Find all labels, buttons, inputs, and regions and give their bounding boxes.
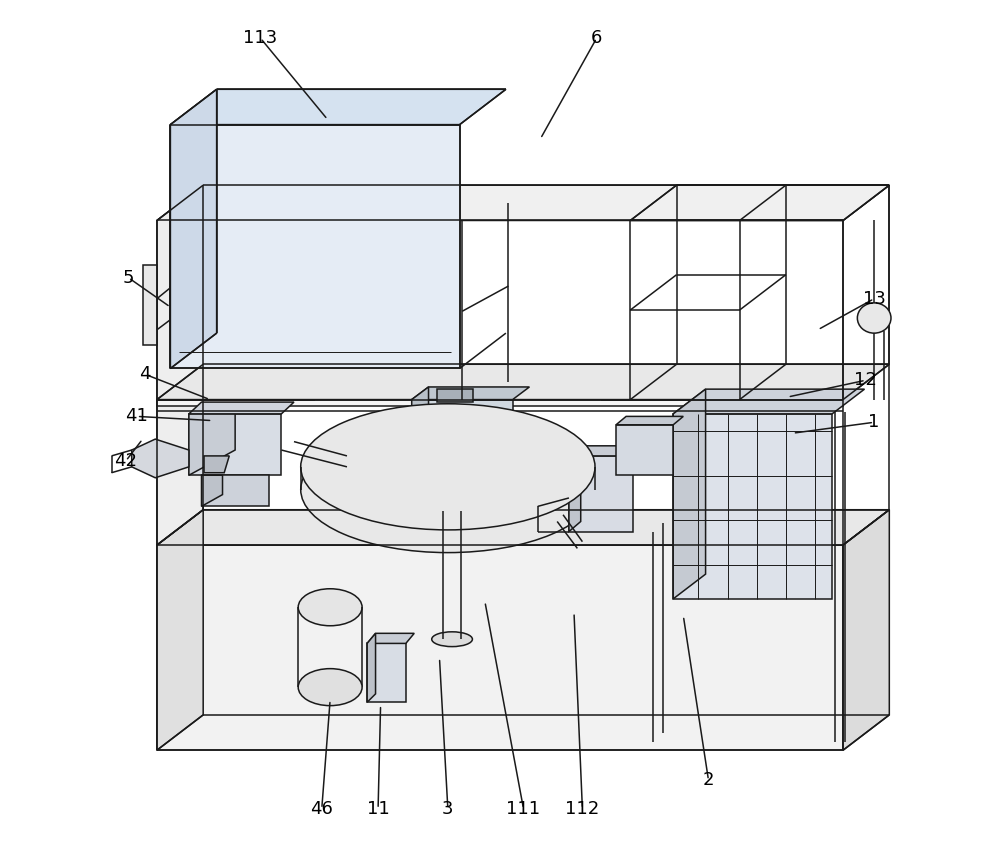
Ellipse shape — [857, 303, 891, 333]
Text: 4: 4 — [139, 366, 151, 384]
Polygon shape — [412, 387, 529, 400]
Polygon shape — [189, 402, 294, 414]
Text: 13: 13 — [863, 290, 886, 308]
Text: 11: 11 — [367, 800, 389, 818]
Text: 3: 3 — [442, 800, 454, 818]
Polygon shape — [132, 439, 189, 478]
Polygon shape — [204, 456, 229, 473]
Text: 5: 5 — [123, 269, 134, 287]
Polygon shape — [170, 89, 217, 368]
Ellipse shape — [432, 631, 472, 647]
Polygon shape — [630, 185, 889, 221]
Polygon shape — [157, 185, 889, 221]
Text: 112: 112 — [565, 800, 600, 818]
Polygon shape — [616, 416, 683, 425]
Text: 1: 1 — [868, 414, 880, 432]
Polygon shape — [157, 510, 203, 750]
Ellipse shape — [301, 426, 595, 553]
Text: 111: 111 — [506, 800, 541, 818]
Text: 41: 41 — [125, 408, 148, 426]
Polygon shape — [367, 644, 406, 702]
Polygon shape — [189, 414, 281, 475]
Polygon shape — [569, 446, 581, 532]
Ellipse shape — [301, 404, 595, 530]
Text: 113: 113 — [243, 29, 277, 47]
Polygon shape — [143, 265, 157, 345]
Polygon shape — [843, 510, 889, 750]
Polygon shape — [673, 390, 706, 599]
Polygon shape — [170, 89, 506, 124]
Polygon shape — [157, 400, 843, 407]
Polygon shape — [367, 633, 376, 702]
Polygon shape — [157, 510, 889, 545]
Ellipse shape — [298, 589, 362, 625]
Polygon shape — [189, 414, 235, 475]
Polygon shape — [367, 633, 414, 644]
Polygon shape — [569, 446, 645, 456]
Polygon shape — [202, 475, 269, 506]
Text: 2: 2 — [703, 771, 714, 789]
Text: 42: 42 — [114, 452, 137, 470]
Text: 12: 12 — [854, 372, 877, 390]
Polygon shape — [202, 475, 223, 506]
Ellipse shape — [301, 404, 595, 530]
Polygon shape — [170, 124, 460, 368]
Text: 46: 46 — [310, 800, 333, 818]
Ellipse shape — [298, 668, 362, 705]
Polygon shape — [157, 185, 203, 545]
Polygon shape — [412, 387, 429, 473]
Polygon shape — [673, 390, 865, 414]
Polygon shape — [412, 400, 513, 473]
Polygon shape — [569, 456, 633, 532]
Polygon shape — [157, 545, 843, 750]
Text: 6: 6 — [591, 29, 602, 47]
Polygon shape — [157, 365, 889, 400]
Polygon shape — [616, 425, 673, 475]
Polygon shape — [437, 389, 473, 402]
Polygon shape — [673, 414, 832, 599]
